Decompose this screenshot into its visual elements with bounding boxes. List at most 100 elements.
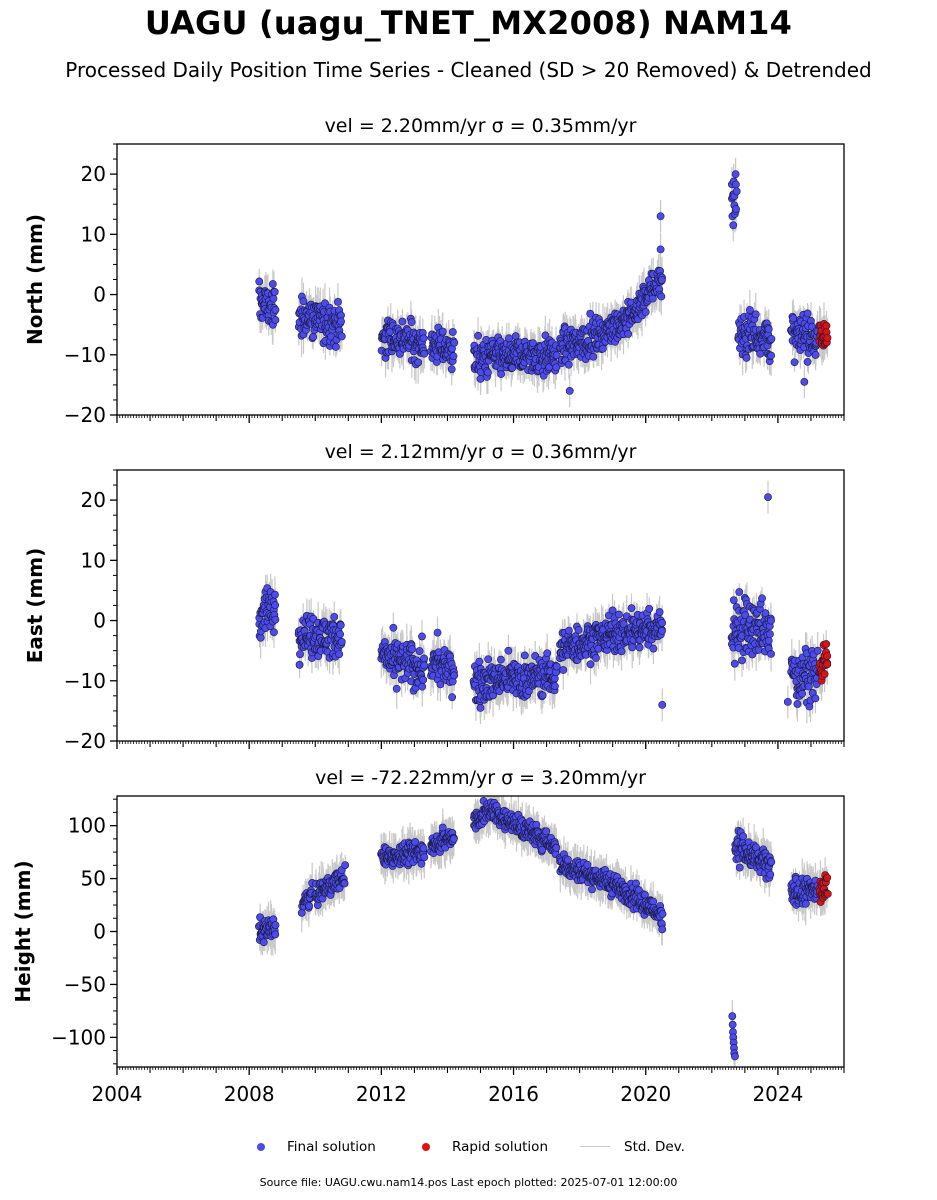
final-solution-point [538, 691, 547, 700]
final-solution-point [418, 682, 427, 691]
data-points [255, 170, 832, 395]
final-solution-point [504, 646, 513, 655]
final-solution-point [614, 610, 623, 619]
final-solution-point [804, 682, 813, 691]
final-solution-point [476, 703, 485, 712]
rapid-solution-point [823, 660, 832, 669]
final-solution-point [550, 674, 559, 683]
final-solution-point [732, 187, 741, 196]
y-tick-label: −20 [64, 403, 106, 427]
final-solution-point [608, 606, 617, 615]
final-solution-point [419, 334, 428, 343]
final-solution-point [798, 689, 807, 698]
final-solution-point [268, 280, 277, 288]
final-solution-point [415, 647, 424, 655]
final-solution-point [641, 308, 650, 316]
figure-title: UAGU (uagu_TNET_MX2008) NAM14 [144, 4, 793, 42]
final-solution-point [658, 700, 667, 709]
final-solution-point [271, 316, 280, 324]
final-solution-point [414, 358, 423, 367]
final-solution-point [732, 180, 740, 189]
final-solution-point [398, 317, 407, 326]
final-solution-point [505, 334, 513, 343]
final-solution-point [783, 697, 792, 706]
final-solution-point [270, 288, 279, 296]
final-solution-point [731, 170, 740, 179]
final-solution-point [592, 654, 600, 662]
final-solution-point [803, 309, 812, 318]
final-solution-point [450, 338, 459, 347]
final-solution-point [448, 693, 457, 702]
final-solution-point [420, 654, 429, 663]
subplot-title: vel = -72.22mm/yr σ = 3.20mm/yr [315, 767, 646, 789]
final-solution-point [309, 332, 317, 341]
final-solution-point [529, 339, 537, 348]
final-solution-point [764, 636, 773, 645]
final-solution-point [732, 205, 740, 213]
rapid-solution-point [820, 670, 829, 678]
subplot-2: vel = 2.12mm/yr σ = 0.36mm/yr East (mm) −2… [23, 441, 845, 753]
final-solution-point [658, 619, 666, 627]
final-solution-point [331, 343, 340, 351]
final-solution-point [624, 330, 633, 338]
final-solution-point [552, 662, 561, 671]
final-solution-point [813, 646, 822, 655]
figure-subtitle: Processed Daily Position Time Series - C… [65, 58, 872, 82]
y-tick-label: 0 [93, 609, 106, 633]
final-solution-point [811, 351, 820, 359]
final-solution-point [565, 626, 573, 635]
subplot-title: vel = 2.20mm/yr σ = 0.35mm/yr [325, 115, 637, 137]
final-solution-point [408, 645, 416, 653]
final-solution-point [767, 649, 775, 658]
final-solution-point [658, 275, 666, 284]
final-solution-point [271, 306, 280, 314]
final-solution-point [648, 294, 657, 303]
y-tick-label: −10 [64, 343, 106, 367]
y-tick-label: 0 [93, 283, 106, 307]
y-tick-label: −10 [64, 669, 106, 693]
final-solution-point [524, 687, 533, 695]
final-solution-point [645, 604, 654, 613]
y-tick-label: −20 [64, 729, 106, 753]
final-solution-point [337, 332, 346, 341]
final-solution-point [438, 327, 447, 336]
final-solution-point [336, 621, 345, 630]
final-solution-point [789, 314, 798, 323]
final-solution-point [586, 660, 595, 669]
y-tick-label: 10 [81, 222, 106, 246]
final-solution-point [628, 643, 637, 652]
final-solution-point [336, 630, 344, 639]
y-tick-label: 20 [81, 488, 106, 512]
final-solution-point [520, 651, 529, 660]
final-solution-point [767, 351, 776, 360]
final-solution-point [735, 588, 744, 596]
final-solution-point [764, 493, 772, 501]
final-solution-point [295, 660, 304, 669]
final-solution-point [559, 666, 568, 674]
final-solution-point [738, 656, 746, 665]
final-solution-point [299, 297, 308, 306]
final-solution-point [271, 615, 280, 624]
final-solution-point [761, 609, 770, 618]
final-solution-point [448, 328, 457, 336]
final-solution-point [574, 626, 583, 634]
y-axis-label: North (mm) [23, 214, 47, 345]
final-solution-point [635, 643, 644, 652]
final-solution-point [657, 292, 666, 301]
final-solution-point [450, 671, 459, 680]
final-solution-point [475, 657, 484, 666]
final-solution-point [742, 353, 751, 362]
final-solution-point [476, 374, 485, 383]
final-solution-point [392, 684, 401, 693]
final-solution-point [270, 628, 278, 637]
final-solution-point [447, 365, 456, 374]
rapid-solution-point [823, 333, 832, 342]
rapid-solution-point [822, 321, 831, 330]
final-solution-point [418, 632, 426, 641]
final-solution-point [658, 626, 666, 635]
final-solution-point [617, 647, 626, 656]
final-solution-point [543, 649, 552, 658]
final-solution-point [767, 334, 776, 343]
final-solution-point [330, 612, 339, 621]
